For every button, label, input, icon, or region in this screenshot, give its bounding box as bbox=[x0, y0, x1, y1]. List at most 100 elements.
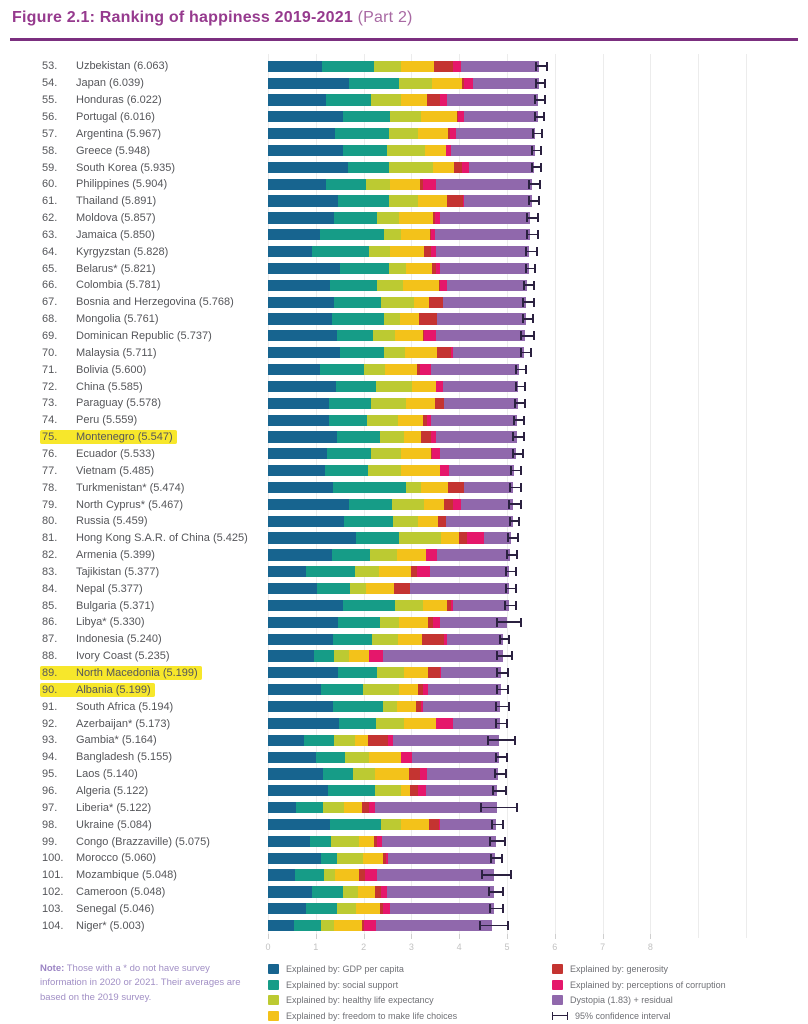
confidence-interval bbox=[513, 415, 526, 425]
segment-social-support bbox=[336, 380, 376, 393]
confidence-interval-line bbox=[532, 149, 541, 152]
stacked-bar bbox=[268, 212, 541, 224]
segment-dystopia-residual bbox=[453, 717, 500, 730]
bar-zone bbox=[268, 195, 542, 207]
legend-item: 95% confidence interval bbox=[552, 1010, 671, 1022]
axis-tick bbox=[315, 934, 317, 939]
segment-healthy-life-expectancy bbox=[349, 583, 366, 595]
confidence-interval bbox=[535, 78, 546, 88]
rank-label: 63. bbox=[42, 228, 58, 241]
stacked-bar bbox=[268, 751, 510, 763]
country-row-label: 74. Peru (5.559) bbox=[40, 412, 262, 429]
rank-label: 72. bbox=[42, 380, 58, 393]
confidence-interval bbox=[514, 364, 527, 374]
axis-tick bbox=[507, 934, 508, 939]
segment-gdp-per-capita bbox=[268, 498, 349, 510]
segment-gdp-per-capita bbox=[268, 768, 323, 780]
segment-gdp-per-capita bbox=[268, 650, 315, 662]
segment-social-support bbox=[311, 886, 343, 898]
title-divider bbox=[10, 38, 798, 41]
country-row: 56. Portugal (6.016) bbox=[0, 109, 808, 126]
country-row-label: 56. Portugal (6.016) bbox=[40, 109, 262, 126]
segment-gdp-per-capita bbox=[268, 886, 312, 898]
country-row-label: 89. North Macedonia (5.199) bbox=[40, 665, 262, 682]
segment-gdp-per-capita bbox=[268, 128, 335, 140]
country-row: 55. Honduras (6.022) bbox=[0, 92, 808, 109]
segment-dystopia-residual bbox=[435, 246, 530, 258]
axis-tick bbox=[268, 934, 269, 939]
country-row: 95. Laos (5.140) bbox=[0, 766, 808, 783]
rank-label: 68. bbox=[42, 313, 58, 326]
segment-dystopia-residual bbox=[440, 262, 529, 275]
segment-dystopia-residual bbox=[469, 161, 535, 173]
segment-social-support bbox=[330, 818, 382, 831]
segment-gdp-per-capita bbox=[268, 818, 331, 831]
bar-zone bbox=[268, 60, 550, 72]
rank-label: 92. bbox=[42, 717, 58, 730]
segment-gdp-per-capita bbox=[268, 144, 344, 157]
country-row: 59. South Korea (5.935) bbox=[0, 159, 808, 176]
segment-freedom-to-make-life-choices bbox=[401, 465, 440, 477]
segment-gdp-per-capita bbox=[268, 734, 305, 746]
country-row-label: 79. North Cyprus* (5.467) bbox=[40, 496, 262, 513]
segment-dystopia-residual bbox=[455, 128, 536, 140]
label-wrap: 61. Thailand (5.891) bbox=[40, 194, 160, 208]
segment-freedom-to-make-life-choices bbox=[418, 128, 448, 140]
label-wrap: 65. Belarus* (5.821) bbox=[40, 262, 160, 276]
segment-gdp-per-capita bbox=[268, 903, 306, 915]
confidence-interval bbox=[495, 701, 510, 711]
label-wrap: 81. Hong Kong S.A.R. of China (5.425) bbox=[40, 531, 252, 545]
segment-social-support bbox=[334, 128, 389, 140]
bar-zone bbox=[268, 532, 521, 544]
country-row: 89. North Macedonia (5.199) bbox=[0, 665, 808, 682]
segment-social-support bbox=[337, 667, 377, 679]
rank-label: 54. bbox=[42, 77, 58, 90]
figure-title: Figure 2.1: Ranking of happiness 2019-20… bbox=[12, 9, 413, 27]
segment-social-support bbox=[331, 313, 385, 325]
bar-zone bbox=[268, 330, 537, 342]
bar-zone bbox=[268, 111, 547, 123]
segment-perceptions-of-corruption bbox=[436, 380, 443, 393]
country-score-label: Vietnam (5.485) bbox=[76, 464, 155, 477]
confidence-interval bbox=[527, 196, 540, 206]
chart-legend: Explained by: GDP per capita Explained by… bbox=[0, 958, 808, 1024]
segment-social-support bbox=[329, 414, 367, 426]
segment-generosity bbox=[437, 347, 452, 359]
country-row-label: 54. Japan (6.039) bbox=[40, 75, 262, 92]
stacked-bar bbox=[268, 650, 515, 662]
confidence-interval-line bbox=[510, 486, 520, 489]
confidence-interval-line bbox=[529, 200, 538, 202]
segment-gdp-per-capita bbox=[268, 60, 322, 72]
confidence-interval bbox=[499, 634, 511, 644]
confidence-interval bbox=[526, 213, 539, 223]
axis-tick bbox=[459, 934, 461, 939]
confidence-interval-line bbox=[536, 115, 544, 118]
confidence-interval-line bbox=[532, 166, 540, 169]
country-row-label: 90. Albania (5.199) bbox=[40, 681, 262, 698]
country-row: 81. Hong Kong S.A.R. of China (5.425) bbox=[0, 530, 808, 547]
rank-label: 84. bbox=[42, 582, 58, 595]
rank-label: 93. bbox=[42, 734, 58, 747]
bar-zone bbox=[268, 717, 510, 730]
confidence-interval bbox=[508, 482, 522, 492]
segment-dystopia-residual bbox=[386, 886, 495, 898]
bar-zone bbox=[268, 448, 526, 460]
country-row-label: 83. Tajikistan (5.377) bbox=[40, 564, 262, 581]
country-row-label: 86. Libya* (5.330) bbox=[40, 614, 262, 631]
country-score-label: Nepal (5.377) bbox=[76, 582, 143, 595]
rank-label: 70. bbox=[42, 346, 58, 359]
segment-gdp-per-capita bbox=[268, 566, 307, 578]
legend-item: Explained by: social support bbox=[268, 979, 398, 991]
segment-healthy-life-expectancy bbox=[384, 313, 400, 325]
segment-generosity bbox=[423, 330, 425, 342]
segment-freedom-to-make-life-choices bbox=[404, 347, 438, 359]
segment-healthy-life-expectancy bbox=[375, 380, 412, 393]
label-wrap: 97. Liberia* (5.122) bbox=[40, 801, 155, 815]
legend-item: Explained by: freedom to make life choic… bbox=[268, 1010, 457, 1022]
axis-tick bbox=[650, 934, 652, 939]
segment-generosity bbox=[416, 363, 420, 376]
country-row-label: 101. Mozambique (5.048) bbox=[40, 867, 262, 884]
confidence-interval bbox=[488, 887, 505, 897]
segment-generosity bbox=[409, 768, 421, 780]
rank-label: 69. bbox=[42, 330, 58, 343]
